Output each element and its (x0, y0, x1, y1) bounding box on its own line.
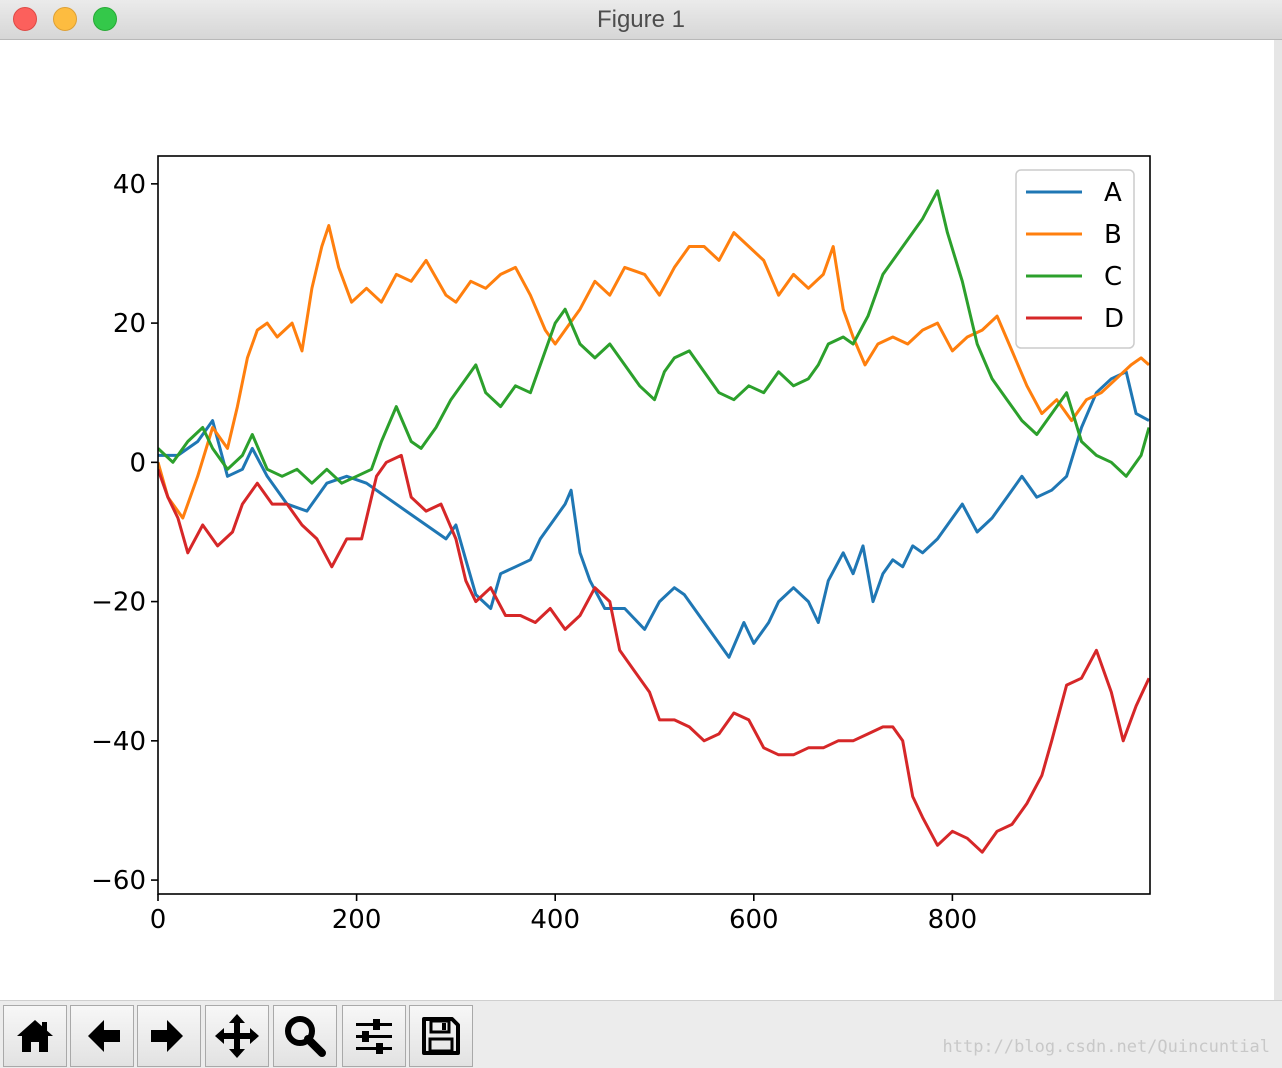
arrow-left-icon (88, 1020, 120, 1052)
watermark: http://blog.csdn.net/Quincuntial (942, 1037, 1270, 1057)
maximize-window-button[interactable] (93, 7, 117, 31)
x-tick-label: 800 (928, 905, 978, 935)
floppy-disk-icon (422, 1017, 460, 1055)
axes-frame (157, 155, 1151, 895)
legend-box (1015, 169, 1135, 349)
series-line-a (158, 370, 1150, 659)
legend-label-d: D (1104, 304, 1124, 334)
window-title: Figure 1 (596, 6, 686, 33)
axes: 0 200 400 600 800 −60 −40 −20 0 20 40 (91, 155, 1151, 935)
x-tick-label: 0 (150, 905, 167, 935)
y-tick-label: 40 (113, 170, 146, 200)
arrow-right-icon (151, 1020, 183, 1052)
legend-label-a: A (1104, 178, 1122, 208)
x-tick-label: 600 (729, 905, 779, 935)
series-line-d (158, 453, 1150, 854)
move-icon (215, 1014, 259, 1058)
legend-label-b: B (1104, 220, 1122, 250)
title-bar: Figure 1 (0, 0, 1282, 40)
back-button[interactable] (70, 1005, 134, 1067)
x-tick-label: 200 (332, 905, 382, 935)
sliders-icon (356, 1019, 392, 1054)
forward-button[interactable] (137, 1005, 201, 1067)
home-icon (17, 1020, 53, 1052)
x-tick-label: 400 (530, 905, 580, 935)
scroll-rail (1274, 40, 1282, 1000)
y-tick-label: 0 (129, 448, 146, 478)
configure-subplots-button[interactable] (342, 1005, 406, 1067)
minimize-window-button[interactable] (53, 7, 77, 31)
y-tick-label: 20 (113, 309, 146, 339)
y-tick-label: −20 (91, 588, 146, 618)
toolbar (0, 1000, 1282, 1068)
y-tick-label: −40 (91, 727, 146, 757)
magnifier-icon (285, 1016, 326, 1057)
zoom-button[interactable] (273, 1005, 337, 1067)
save-button[interactable] (409, 1005, 473, 1067)
series-line-b (158, 224, 1150, 520)
legend-label-c: C (1104, 262, 1122, 292)
plot-area (158, 189, 1150, 854)
home-button[interactable] (3, 1005, 67, 1067)
y-tick-label: −60 (91, 866, 146, 896)
close-window-button[interactable] (13, 7, 37, 31)
series-line-c (158, 189, 1150, 485)
pan-button[interactable] (205, 1005, 269, 1067)
